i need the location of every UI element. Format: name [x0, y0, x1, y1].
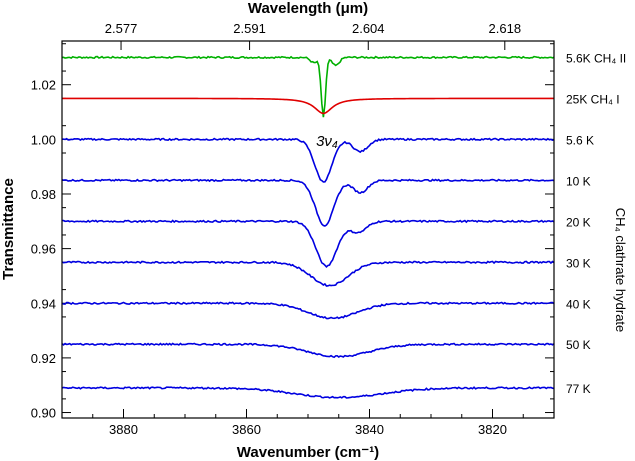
- series-label: 50 K: [566, 338, 591, 352]
- x-axis-label: Wavenumber (cm⁻¹): [237, 444, 379, 461]
- y-tick-label: 0.90: [31, 406, 56, 421]
- top-tick-label: 2.577: [105, 21, 138, 36]
- series-label: 10 K: [566, 174, 591, 188]
- series-line: [61, 219, 555, 268]
- x-tick-label: 3860: [232, 422, 261, 437]
- series-label: 5.6 K: [566, 133, 594, 147]
- y-tick-label: 0.92: [31, 351, 56, 366]
- series-line: [61, 55, 555, 118]
- top-axis-label: Wavelength (μm): [248, 0, 368, 17]
- series-label: 77 K: [566, 382, 591, 396]
- series-line: [61, 301, 555, 320]
- series-line: [61, 178, 555, 227]
- series-label: 40 K: [566, 297, 591, 311]
- series-line: [61, 386, 555, 399]
- y-tick-label: 1.00: [31, 132, 56, 147]
- y-tick-label: 0.94: [31, 296, 56, 311]
- x-tick-label: 3840: [355, 422, 384, 437]
- series-line: [61, 137, 555, 183]
- y-tick-label: 0.98: [31, 187, 56, 202]
- x-tick-label: 3880: [109, 422, 138, 437]
- top-tick-label: 2.604: [352, 21, 385, 36]
- plot-frame: [61, 40, 555, 419]
- series-line: [61, 342, 555, 359]
- top-tick-label: 2.618: [489, 21, 522, 36]
- series-label: 20 K: [566, 215, 591, 229]
- series-line: [61, 260, 555, 287]
- series-line: [62, 97, 554, 115]
- y-tick-label: 1.02: [31, 78, 56, 93]
- series-label: 5.6K CH₄ II: [566, 51, 626, 65]
- band-annotation: 3ν₄: [316, 133, 338, 150]
- y-axis-label: Transmittance: [0, 178, 17, 280]
- series-lines: [61, 55, 555, 399]
- top-tick-label: 2.591: [233, 21, 266, 36]
- series-label: 30 K: [566, 256, 591, 270]
- right-axis-label: CH₄ clathrate hydrate: [613, 208, 628, 333]
- series-label: 25K CH₄ I: [566, 92, 620, 106]
- x-tick-label: 3820: [478, 422, 507, 437]
- y-tick-label: 0.96: [31, 242, 56, 257]
